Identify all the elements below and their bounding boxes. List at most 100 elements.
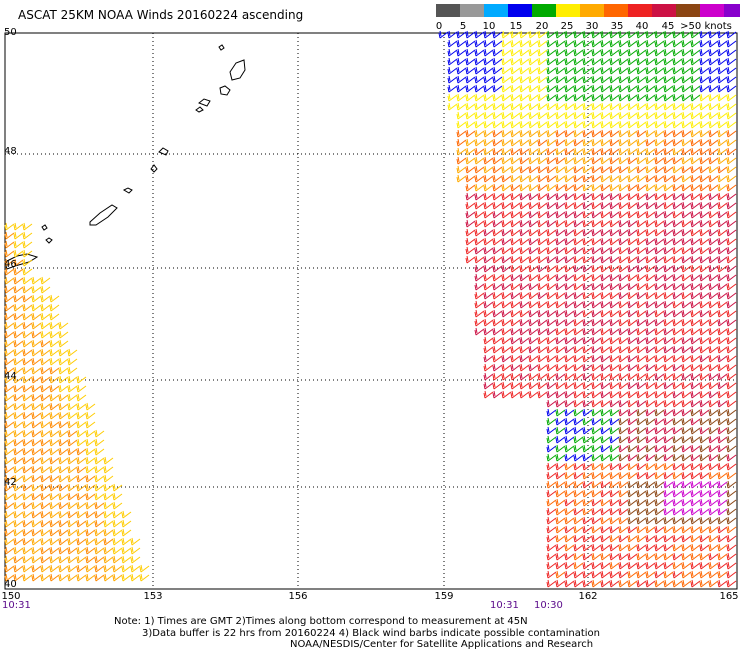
wind-barb [708, 381, 719, 390]
wind-barb [555, 48, 566, 57]
wind-barb [609, 372, 620, 381]
wind-barb [681, 507, 692, 516]
wind-barb [537, 219, 548, 228]
wind-barb [663, 579, 674, 588]
wind-barb [67, 429, 78, 438]
wind-barb [456, 138, 467, 147]
wind-barb [546, 372, 557, 381]
wind-barb [591, 57, 602, 66]
wind-barb [49, 357, 60, 366]
wind-barb [627, 57, 638, 66]
wind-barb [663, 291, 674, 300]
wind-barb [4, 339, 15, 348]
wind-barb [510, 390, 521, 399]
wind-barb [555, 318, 566, 327]
wind-barb [636, 300, 647, 309]
wind-barb [13, 276, 24, 285]
wind-barb [717, 282, 728, 291]
wind-barb [672, 471, 683, 480]
legend-swatch [604, 4, 628, 17]
wind-barb [636, 408, 647, 417]
wind-barb [31, 348, 42, 357]
wind-barb [708, 39, 719, 48]
wind-barb [94, 510, 105, 519]
wind-barb [546, 129, 557, 138]
wind-barb [40, 402, 51, 411]
wind-barb [672, 309, 683, 318]
wind-barb [546, 228, 557, 237]
wind-barb [582, 534, 593, 543]
wind-barb [681, 399, 692, 408]
wind-barb [501, 174, 512, 183]
wind-barb [510, 345, 521, 354]
wind-barb [573, 138, 584, 147]
wind-barb [582, 300, 593, 309]
wind-barb [555, 408, 566, 417]
wind-barb [591, 273, 602, 282]
wind-barb [627, 210, 638, 219]
wind-barb [474, 156, 485, 165]
wind-barb [645, 264, 656, 273]
wind-barb [726, 336, 737, 345]
wind-barb [537, 165, 548, 174]
wind-barb [636, 138, 647, 147]
wind-barb [645, 291, 656, 300]
wind-barb [483, 246, 494, 255]
time-label-mid: 10:31 [490, 600, 519, 611]
wind-barb [76, 402, 87, 411]
wind-barb [447, 93, 458, 102]
wind-barb [573, 408, 584, 417]
wind-barb [708, 30, 719, 39]
wind-barb [600, 39, 611, 48]
wind-barb [717, 543, 728, 552]
wind-barb [681, 129, 692, 138]
wind-barb [465, 165, 476, 174]
wind-barb [618, 534, 629, 543]
wind-barb [636, 102, 647, 111]
wind-barb [474, 327, 485, 336]
wind-barb [555, 174, 566, 183]
wind-barb [726, 174, 737, 183]
wind-barb [528, 291, 539, 300]
wind-barb [663, 381, 674, 390]
wind-barb [627, 480, 638, 489]
wind-barb [645, 165, 656, 174]
wind-barb [501, 372, 512, 381]
wind-barb [726, 120, 737, 129]
wind-barb [4, 555, 15, 564]
wind-barb [582, 426, 593, 435]
wind-barb [726, 93, 737, 102]
wind-barb [645, 156, 656, 165]
wind-barb [483, 381, 494, 390]
wind-barb [654, 381, 665, 390]
wind-barb [708, 525, 719, 534]
wind-barb [573, 570, 584, 579]
wind-barb [600, 237, 611, 246]
wind-barb [528, 327, 539, 336]
wind-barb [600, 552, 611, 561]
wind-barb [564, 507, 575, 516]
wind-barb [609, 336, 620, 345]
wind-barb [636, 453, 647, 462]
wind-barb [600, 120, 611, 129]
wind-barb [4, 528, 15, 537]
wind-barb [546, 354, 557, 363]
wind-barb [609, 219, 620, 228]
wind-barb [528, 264, 539, 273]
wind-barb [49, 321, 60, 330]
wind-barb [519, 120, 530, 129]
wind-barb [573, 264, 584, 273]
wind-barb [618, 138, 629, 147]
wind-barb [618, 291, 629, 300]
wind-barb [564, 255, 575, 264]
wind-barb [591, 534, 602, 543]
wind-barb [627, 237, 638, 246]
wind-barb [528, 75, 539, 84]
wind-barb [31, 510, 42, 519]
wind-barb [58, 501, 69, 510]
wind-barb [690, 129, 701, 138]
wind-barb [546, 516, 557, 525]
wind-barb [510, 219, 521, 228]
wind-barb [555, 552, 566, 561]
wind-barb [564, 363, 575, 372]
